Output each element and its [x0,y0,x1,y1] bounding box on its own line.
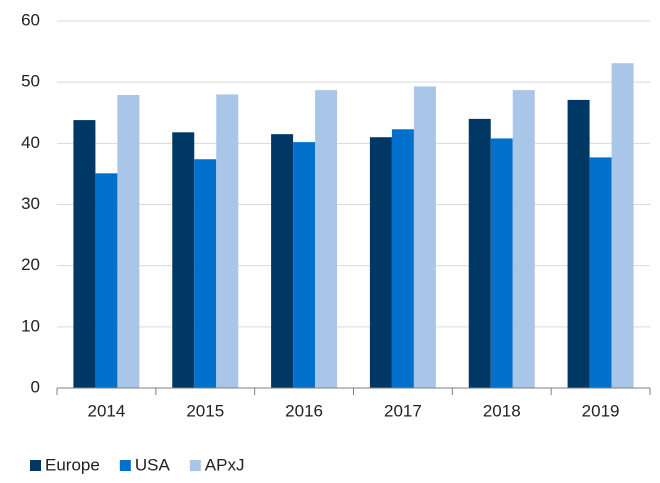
y-tick-label: 60 [21,10,40,29]
y-tick-label: 20 [21,255,40,274]
x-tick-label: 2017 [384,401,422,420]
bar [369,137,392,388]
bar [611,63,634,389]
bar [490,138,513,388]
y-tick-label: 30 [21,194,40,213]
y-tick-label: 40 [21,133,40,152]
y-tick-label: 50 [21,72,40,91]
x-tick-label: 2019 [582,401,620,420]
bar [468,118,491,388]
legend-swatch [189,460,201,471]
bar [413,86,436,388]
bar [117,95,140,389]
legend-swatch [119,460,131,471]
bar [589,157,612,388]
x-tick-label: 2018 [483,401,521,420]
y-tick-label: 0 [31,377,40,396]
bar [271,134,294,388]
bar [391,129,414,388]
bar [172,132,195,388]
bar [315,90,338,388]
legend-swatch [30,460,41,471]
bar [293,142,316,388]
bar [95,173,118,388]
legend-label: Europe [45,455,100,474]
bar [73,120,96,388]
y-tick-label: 10 [21,316,40,335]
x-tick-label: 2014 [88,401,126,420]
bar [216,94,239,389]
x-tick-label: 2015 [186,401,224,420]
x-tick-label: 2016 [285,401,323,420]
bar [567,99,590,388]
legend-label: APxJ [205,455,245,474]
bar [194,159,217,388]
bar [512,90,535,388]
legend-label: USA [135,455,171,474]
